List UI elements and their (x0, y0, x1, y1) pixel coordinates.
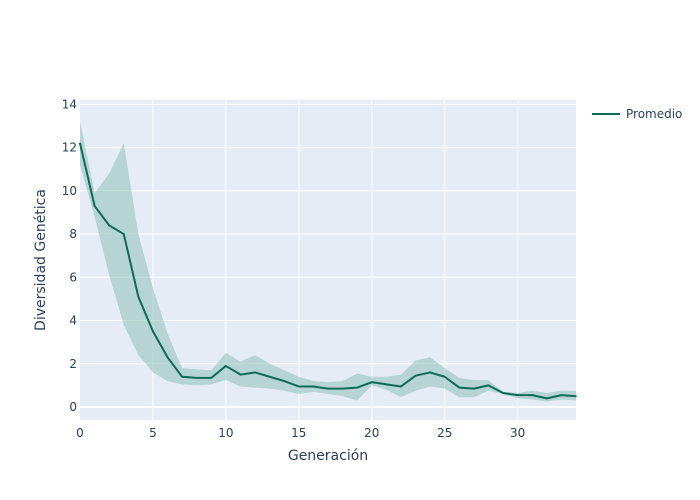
x-tick-labels: 0 5 10 15 20 25 30 (76, 426, 525, 440)
data-point (546, 397, 548, 400)
data-point (93, 205, 96, 207)
data-point (429, 371, 431, 374)
data-point (181, 375, 183, 378)
x-grid (152, 100, 519, 420)
x-tick-label: 25 (437, 426, 452, 440)
data-point (341, 387, 344, 390)
data-point (531, 394, 534, 396)
x-axis-title: Generación (288, 448, 368, 464)
y-tick-label: 12 (62, 141, 77, 155)
data-point (79, 142, 81, 145)
x-tick-label: 15 (291, 426, 306, 440)
data-point (239, 373, 242, 376)
data-point (137, 295, 140, 298)
data-point (108, 224, 110, 227)
y-tick-label: 0 (69, 400, 77, 414)
x-tick-label: 5 (149, 426, 157, 440)
y-tick-label: 4 (69, 314, 77, 328)
data-point (283, 380, 286, 382)
y-tick-labels: 0 2 4 6 8 10 12 14 (62, 97, 77, 414)
data-point (195, 377, 198, 379)
data-point (327, 387, 329, 390)
data-point (356, 386, 358, 389)
y-tick-label: 14 (62, 97, 77, 111)
y-tick-label: 10 (62, 184, 77, 198)
x-tick-label: 10 (218, 426, 233, 440)
data-point (516, 394, 519, 396)
x-tick-label: 30 (510, 426, 525, 440)
data-point (225, 365, 227, 367)
data-point (560, 394, 563, 396)
data-point (385, 383, 388, 386)
data-point (166, 356, 169, 359)
data-point (312, 385, 315, 388)
data-point (575, 395, 577, 398)
data-point (487, 384, 490, 387)
data-point (298, 385, 300, 388)
data-point (502, 392, 504, 394)
y-tick-label: 2 (69, 357, 77, 371)
data-point (210, 377, 213, 379)
data-point (458, 386, 461, 389)
data-point (268, 375, 271, 378)
y-tick-label: 8 (69, 227, 77, 241)
data-point (473, 387, 475, 390)
y-tick-label: 6 (69, 270, 77, 284)
data-point (400, 385, 402, 388)
data-point (254, 371, 256, 374)
series-layer (79, 121, 577, 402)
data-point (414, 374, 417, 377)
data-point (122, 233, 125, 235)
legend-label: Promedio (626, 107, 682, 121)
x-tick-label: 0 (76, 426, 84, 440)
y-axis-title: Diversidad Genética (33, 189, 49, 331)
legend[interactable]: Promedio (592, 107, 682, 121)
data-point (152, 330, 154, 333)
x-tick-label: 20 (364, 426, 379, 440)
data-point (443, 375, 446, 378)
data-point (370, 381, 373, 383)
